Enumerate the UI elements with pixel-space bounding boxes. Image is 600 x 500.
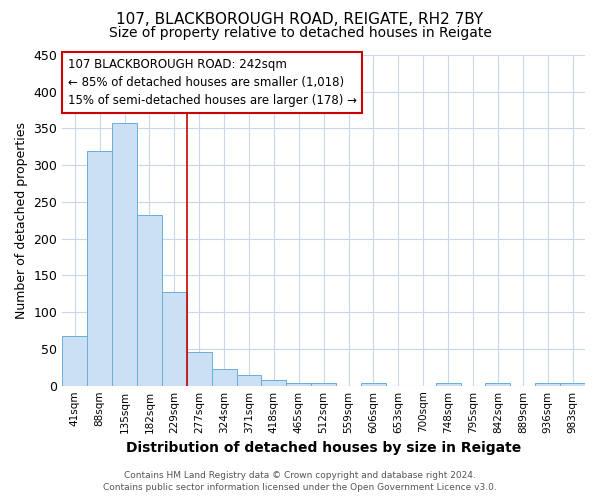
Text: Size of property relative to detached houses in Reigate: Size of property relative to detached ho…: [109, 26, 491, 40]
X-axis label: Distribution of detached houses by size in Reigate: Distribution of detached houses by size …: [126, 441, 521, 455]
Text: 107 BLACKBOROUGH ROAD: 242sqm
← 85% of detached houses are smaller (1,018)
15% o: 107 BLACKBOROUGH ROAD: 242sqm ← 85% of d…: [68, 58, 356, 108]
Bar: [62, 336, 87, 386]
Bar: [286, 384, 311, 386]
Text: Contains HM Land Registry data © Crown copyright and database right 2024.
Contai: Contains HM Land Registry data © Crown c…: [103, 471, 497, 492]
Bar: [137, 215, 162, 386]
Bar: [361, 382, 386, 386]
Bar: [535, 382, 560, 386]
Text: 107, BLACKBOROUGH ROAD, REIGATE, RH2 7BY: 107, BLACKBOROUGH ROAD, REIGATE, RH2 7BY: [116, 12, 484, 28]
Bar: [311, 382, 336, 386]
Bar: [485, 382, 511, 386]
Bar: [162, 292, 187, 386]
Bar: [236, 374, 262, 386]
Bar: [212, 369, 236, 386]
Bar: [262, 380, 286, 386]
Bar: [436, 382, 461, 386]
Bar: [187, 352, 212, 386]
Bar: [112, 122, 137, 386]
Bar: [560, 382, 585, 386]
Y-axis label: Number of detached properties: Number of detached properties: [15, 122, 28, 319]
Bar: [87, 150, 112, 386]
